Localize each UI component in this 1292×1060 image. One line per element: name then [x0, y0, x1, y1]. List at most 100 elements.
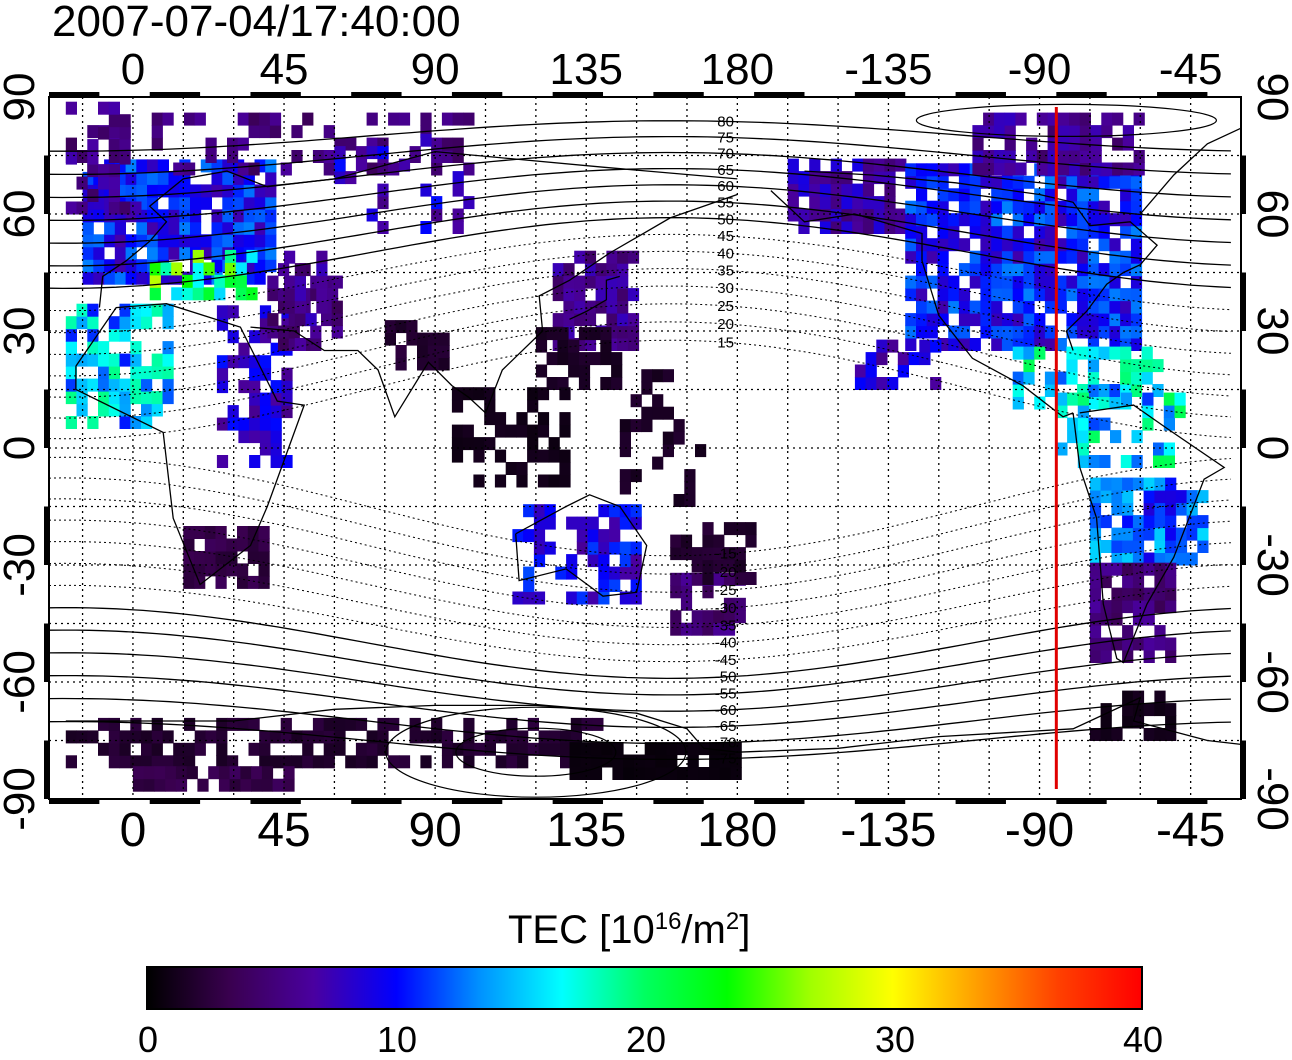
tec-cell	[1047, 125, 1059, 139]
tec-cell	[190, 196, 202, 210]
tec-cell	[438, 357, 450, 371]
tec-cell	[1012, 325, 1024, 339]
tec-cell	[569, 754, 581, 768]
contour-label: -15	[715, 545, 737, 562]
tec-cell	[1098, 200, 1110, 214]
tec-cell	[269, 755, 282, 769]
tec-cell	[546, 377, 558, 390]
tec-cell	[82, 221, 94, 235]
tec-cell	[1077, 213, 1089, 227]
tec-cell	[723, 559, 736, 573]
frame-tick	[754, 799, 805, 804]
tec-cell	[1001, 225, 1014, 239]
tec-cell	[595, 288, 607, 302]
tec-cell	[563, 275, 575, 289]
tec-cell	[462, 387, 474, 401]
tec-cell	[345, 717, 357, 731]
tec-cell	[87, 164, 99, 178]
magnetic-contour	[49, 720, 1231, 761]
tec-cell	[316, 288, 328, 302]
tec-cell	[240, 778, 252, 792]
tec-cell	[204, 551, 216, 564]
tec-cell	[141, 391, 153, 405]
tec-cell	[1130, 250, 1143, 264]
tec-cell	[248, 112, 260, 126]
tec-cell	[417, 345, 429, 358]
tec-cell	[441, 755, 454, 769]
tec-cell	[251, 766, 263, 780]
tec-cell	[1023, 250, 1035, 264]
lon-tick-label-top: -90	[1008, 45, 1072, 94]
contour-label: 65	[717, 162, 734, 179]
tec-cell	[1101, 162, 1113, 176]
tec-cell	[104, 221, 116, 235]
tec-cell	[377, 162, 389, 176]
tec-cell	[205, 137, 217, 151]
colorbar-title-end: ]	[739, 908, 751, 952]
tec-cell	[417, 332, 429, 346]
tec-cell	[1026, 137, 1038, 151]
tec-cell	[280, 717, 292, 731]
tec-cell	[1056, 442, 1068, 456]
tec-cell	[566, 554, 578, 568]
tec-cell	[1069, 125, 1081, 139]
lat-tick-label-left: 0	[0, 436, 44, 460]
contour-label: 20	[717, 316, 734, 333]
tec-cell	[227, 405, 239, 419]
tec-cell	[1132, 562, 1145, 576]
tec-cell	[267, 275, 279, 289]
tec-cell	[1143, 587, 1155, 601]
tec-cell	[809, 183, 821, 197]
tec-cell	[595, 263, 607, 277]
tec-cell	[87, 730, 99, 744]
tec-cell	[1089, 477, 1102, 491]
tec-cell	[93, 271, 105, 285]
tec-cell	[162, 366, 174, 380]
tec-cell	[157, 271, 169, 285]
tec-cell	[1077, 225, 1089, 239]
tec-cell	[302, 112, 314, 126]
tec-cell	[905, 238, 917, 252]
tec-cell	[157, 159, 169, 173]
tec-cell	[617, 325, 629, 339]
tec-cell	[65, 137, 77, 151]
magnetic-contour-layer	[49, 103, 1231, 798]
tec-cell	[259, 355, 272, 369]
tec-cell	[958, 300, 971, 314]
contour-label: -30	[715, 600, 737, 617]
frame-tick	[44, 740, 49, 799]
tec-cell	[1109, 263, 1121, 277]
tec-cell	[1012, 338, 1024, 351]
lon-tick-label-top: 90	[411, 45, 460, 94]
tec-cell	[1110, 430, 1122, 444]
tec-cell	[1001, 175, 1014, 189]
tec-cell	[215, 575, 227, 589]
tec-cell	[926, 300, 938, 314]
tec-cell	[991, 238, 1003, 252]
colorbar-title-unit: /m	[681, 908, 726, 952]
tec-cell	[130, 201, 142, 215]
tec-cell	[1089, 490, 1102, 504]
tec-cell	[841, 171, 853, 185]
tec-cell	[495, 730, 507, 744]
tec-cell	[559, 387, 571, 401]
tec-cell	[991, 200, 1003, 214]
tec-cell	[125, 271, 137, 285]
tec-cell	[905, 313, 917, 327]
tec-cell	[533, 554, 546, 568]
tec-cell	[143, 766, 155, 780]
tec-cell	[65, 353, 77, 367]
tec-cell	[516, 462, 528, 475]
tec-cell	[926, 175, 938, 189]
tec-cell	[87, 353, 99, 367]
tec-cell	[82, 171, 94, 185]
tec-cell	[1044, 371, 1057, 385]
tec-cell	[630, 579, 642, 592]
frame-tick	[44, 623, 49, 682]
tec-cell	[852, 183, 864, 197]
tec-cell	[388, 162, 400, 176]
tec-cell	[331, 325, 343, 339]
tec-cell	[730, 742, 742, 756]
tec-cell	[948, 188, 960, 202]
tec-cell	[151, 755, 163, 769]
